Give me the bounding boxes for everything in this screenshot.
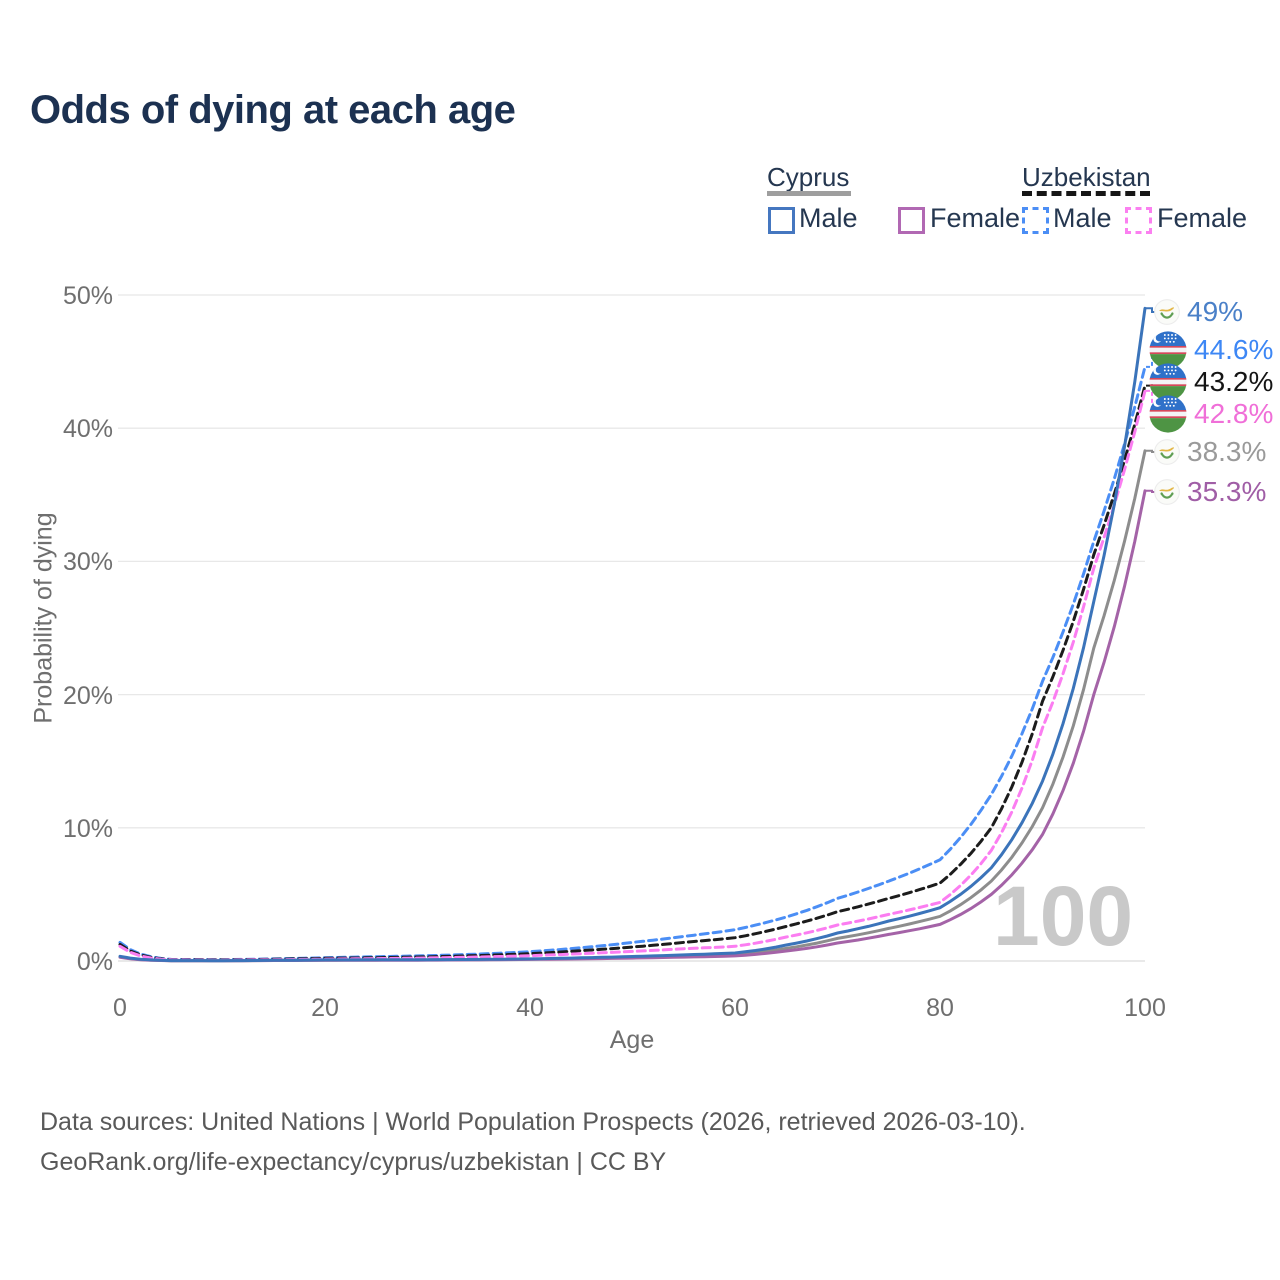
page-title: Odds of dying at each age: [30, 88, 516, 132]
series-line-cyprus-both-sexes[interactable]: [118, 449, 1147, 963]
data-sources-text: Data sources: United Nations | World Pop…: [40, 1108, 1026, 1136]
legend-swatch-cyprus-female[interactable]: [898, 207, 925, 234]
end-label-value: 35.3%: [1187, 476, 1267, 507]
uzbekistan-flag-icon: [1149, 395, 1187, 433]
end-label-value: 43.2%: [1194, 366, 1274, 397]
legend-group-cyprus[interactable]: Cyprus: [767, 162, 850, 192]
end-label-uzbekistan-male[interactable]: 44.6%: [1149, 331, 1273, 369]
legend-group-uzbekistan[interactable]: Uzbekistan: [1022, 162, 1151, 192]
cyprus-flag-icon: [1154, 299, 1180, 325]
legend-label-uzbekistan-male[interactable]: Male: [1053, 203, 1112, 233]
y-tick-label: 30%: [62, 548, 113, 576]
y-tick-label: 40%: [62, 415, 113, 443]
x-tick-label: 40: [516, 994, 544, 1022]
attribution-text: GeoRank.org/life-expectancy/cyprus/uzbek…: [40, 1148, 667, 1176]
x-tick-label: 60: [721, 994, 749, 1022]
series-line-uzbekistan-both-sexes[interactable]: [118, 384, 1147, 962]
x-tick-label: 100: [1124, 994, 1166, 1022]
uzbekistan-flag-icon: [1149, 331, 1187, 369]
x-tick-label: 20: [311, 994, 339, 1022]
legend-label-cyprus-male[interactable]: Male: [799, 203, 858, 233]
end-label-value: 44.6%: [1194, 334, 1274, 365]
end-label-cyprus-female[interactable]: 35.3%: [1154, 476, 1266, 508]
uzbekistan-flag-icon: [1149, 363, 1187, 401]
end-label-value: 42.8%: [1194, 398, 1274, 429]
end-label-uzbekistan-both-sexes[interactable]: 43.2%: [1149, 363, 1273, 401]
end-label-cyprus-male[interactable]: 49%: [1154, 296, 1243, 328]
series-line-uzbekistan-female[interactable]: [118, 389, 1147, 962]
series-line-cyprus-male[interactable]: [118, 306, 1147, 963]
y-tick-label: 50%: [62, 282, 113, 310]
legend-label-uzbekistan-female[interactable]: Female: [1157, 203, 1248, 233]
x-tick-label: 0: [113, 994, 127, 1022]
y-tick-label: 10%: [62, 815, 113, 843]
cyprus-flag-icon: [1154, 439, 1180, 465]
legend-swatch-uzbekistan-female[interactable]: [1125, 207, 1152, 234]
x-tick-label: 80: [926, 994, 954, 1022]
gridlines: [118, 294, 1145, 962]
cyprus-flag-icon: [1154, 479, 1180, 505]
end-label-connector: [1146, 389, 1158, 415]
legend-cyprus-line-sample: [767, 191, 851, 196]
end-label-value: 49%: [1187, 296, 1244, 327]
legend-label-cyprus-female[interactable]: Female: [930, 203, 1021, 233]
y-tick-label: 20%: [62, 682, 113, 710]
series-line-uzbekistan-male[interactable]: [118, 365, 1147, 962]
legend-swatch-uzbekistan-male[interactable]: [1022, 207, 1049, 234]
end-label-value: 38.3%: [1187, 436, 1267, 467]
legend-uzbekistan-line-sample: [1022, 191, 1150, 196]
x-axis-title: Age: [609, 1026, 655, 1054]
legend-swatch-cyprus-male[interactable]: [768, 207, 795, 234]
end-label-cyprus-both-sexes[interactable]: 38.3%: [1154, 436, 1266, 468]
end-label-uzbekistan-female[interactable]: 42.8%: [1149, 395, 1273, 433]
hover-age-watermark: 100: [993, 869, 1134, 963]
y-tick-label: 0%: [76, 948, 113, 976]
